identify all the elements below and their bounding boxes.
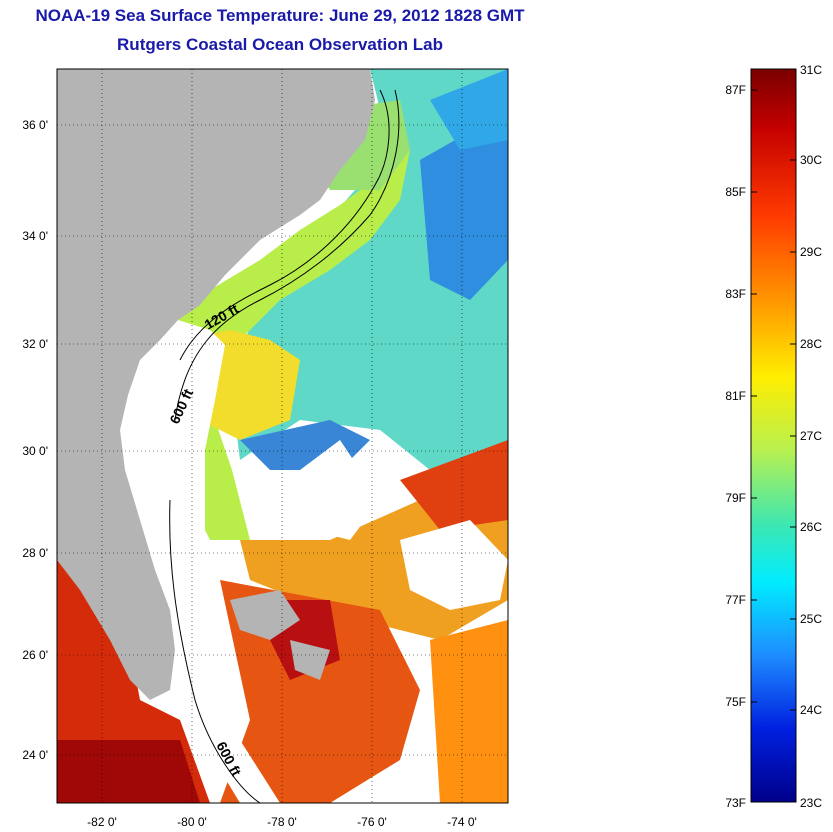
- lon-tick-label: -82 0': [87, 815, 117, 829]
- colorbar-fahrenheit-labels: 87F 85F 83F 81F 79F 77F 75F 73F: [725, 83, 746, 810]
- map-frame: [56, 68, 509, 804]
- depth-contours: [169, 89, 400, 804]
- lon-tick-label: -74 0': [447, 815, 477, 829]
- lon-axis: -82 0' -80 0' -78 0' -76 0' -74 0': [87, 815, 477, 829]
- colorbar: [750, 68, 797, 803]
- lat-axis: 36 0' 34 0' 32 0' 30 0' 28 0' 26 0' 24 0…: [22, 118, 48, 762]
- fahrenheit-label: 83F: [725, 287, 746, 301]
- celsius-label: 25C: [800, 612, 822, 626]
- lon-tick-label: -76 0': [357, 815, 387, 829]
- lon-tick-label: -80 0': [177, 815, 207, 829]
- lon-tick-label: -78 0': [267, 815, 297, 829]
- fahrenheit-label: 85F: [725, 185, 746, 199]
- colorbar-celsius-labels: 31C 30C 29C 28C 27C 26C 25C 24C 23C: [800, 63, 822, 810]
- celsius-label: 23C: [800, 796, 822, 810]
- fahrenheit-label: 73F: [725, 796, 746, 810]
- fahrenheit-label: 81F: [725, 389, 746, 403]
- lat-tick-label: 28 0': [22, 546, 48, 560]
- fahrenheit-label: 77F: [725, 593, 746, 607]
- fahrenheit-label: 87F: [725, 83, 746, 97]
- celsius-label: 31C: [800, 63, 822, 77]
- celsius-label: 28C: [800, 337, 822, 351]
- celsius-label: 27C: [800, 429, 822, 443]
- sst-field: [57, 69, 508, 803]
- lat-tick-label: 34 0': [22, 229, 48, 243]
- lat-tick-label: 26 0': [22, 648, 48, 662]
- fahrenheit-label: 75F: [725, 695, 746, 709]
- celsius-label: 24C: [800, 703, 822, 717]
- fahrenheit-label: 79F: [725, 491, 746, 505]
- map-subtitle: Rutgers Coastal Ocean Observation Lab: [117, 35, 443, 54]
- celsius-label: 26C: [800, 520, 822, 534]
- map-title: NOAA-19 Sea Surface Temperature: June 29…: [35, 6, 525, 25]
- celsius-label: 30C: [800, 153, 822, 167]
- lat-tick-label: 30 0': [22, 444, 48, 458]
- celsius-label: 29C: [800, 245, 822, 259]
- colorbar-ticks: [751, 68, 796, 803]
- lat-tick-label: 24 0': [22, 748, 48, 762]
- lat-tick-label: 36 0': [22, 118, 48, 132]
- lat-tick-label: 32 0': [22, 337, 48, 351]
